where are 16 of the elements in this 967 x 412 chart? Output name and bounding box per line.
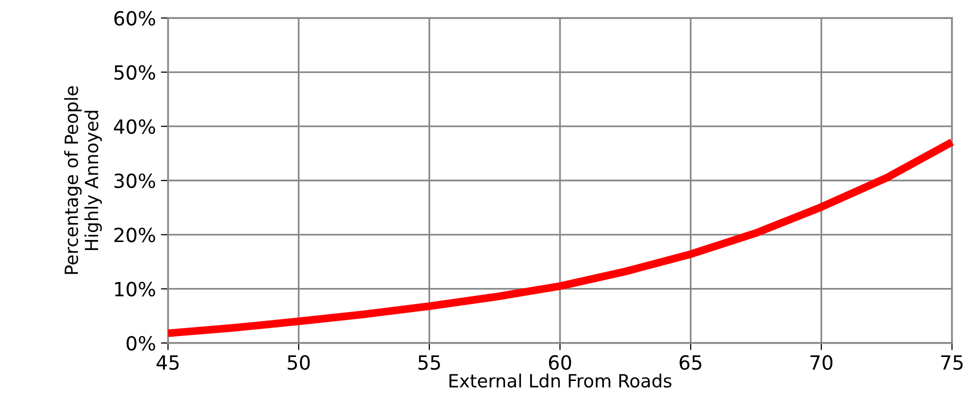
y-tick-label: 40% bbox=[114, 119, 156, 134]
x-tick-label: 75 bbox=[941, 355, 963, 370]
x-tick-label: 65 bbox=[680, 355, 702, 370]
y-tick-label: 60% bbox=[114, 10, 156, 26]
y-tick-label: 20% bbox=[114, 228, 156, 242]
x-tick-label: 45 bbox=[156, 355, 179, 370]
x-tick-label: 55 bbox=[418, 355, 440, 370]
y-tick-label: 0% bbox=[126, 336, 156, 351]
x-tick-label: 50 bbox=[288, 355, 310, 370]
y-axis-title: Percentage of People Highly Annoyed bbox=[64, 86, 102, 274]
x-tick-label: 60 bbox=[548, 355, 572, 370]
x-tick-label: 70 bbox=[810, 355, 832, 370]
y-tick-label: 10% bbox=[115, 282, 156, 296]
y-tick-label: 50% bbox=[114, 65, 156, 80]
y-tick-label: 30% bbox=[114, 173, 156, 188]
x-axis-title: External Ldn From Roads bbox=[450, 374, 672, 388]
